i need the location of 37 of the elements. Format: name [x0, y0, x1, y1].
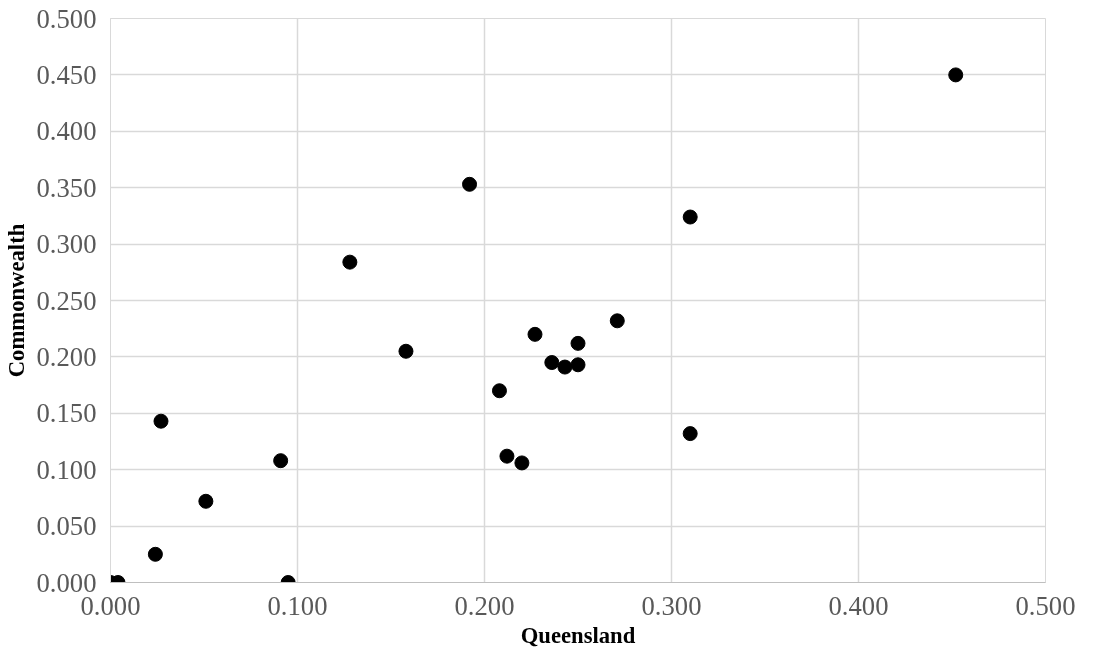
- x-tick-label: 0.200: [454, 590, 515, 621]
- y-tick-label: 0.450: [36, 59, 97, 90]
- point: [527, 326, 543, 342]
- y-tick-label: 0.000: [36, 567, 97, 598]
- y-tick-label: 0.150: [36, 398, 97, 429]
- point: [491, 383, 507, 399]
- point: [609, 313, 625, 329]
- point: [153, 413, 169, 429]
- point: [342, 254, 358, 270]
- y-axis-title: Commonwealth: [3, 223, 29, 378]
- y-tick-label: 0.200: [36, 341, 97, 372]
- point: [682, 209, 698, 225]
- point: [557, 359, 573, 375]
- y-tick-label: 0.400: [36, 116, 97, 147]
- y-tick-label: 0.250: [36, 285, 97, 316]
- point: [462, 176, 478, 192]
- x-axis-title: Queensland: [520, 622, 636, 648]
- point: [398, 343, 414, 359]
- point: [948, 67, 964, 83]
- y-tick-label: 0.300: [36, 229, 97, 260]
- point: [570, 357, 586, 373]
- y-tick-label: 0.500: [36, 3, 97, 34]
- point: [198, 493, 214, 509]
- point: [682, 426, 698, 442]
- point: [499, 448, 515, 464]
- point: [273, 453, 289, 469]
- x-tick-label: 0.400: [828, 590, 889, 621]
- point: [514, 455, 530, 471]
- y-tick-label: 0.350: [36, 172, 97, 203]
- point: [147, 546, 163, 562]
- point: [544, 355, 560, 371]
- x-tick-label: 0.100: [267, 590, 328, 621]
- point: [570, 335, 586, 351]
- x-tick-label: 0.500: [1015, 590, 1076, 621]
- y-tick-label: 0.050: [36, 511, 97, 542]
- x-tick-label: 0.300: [641, 590, 702, 621]
- y-tick-label: 0.100: [36, 454, 97, 485]
